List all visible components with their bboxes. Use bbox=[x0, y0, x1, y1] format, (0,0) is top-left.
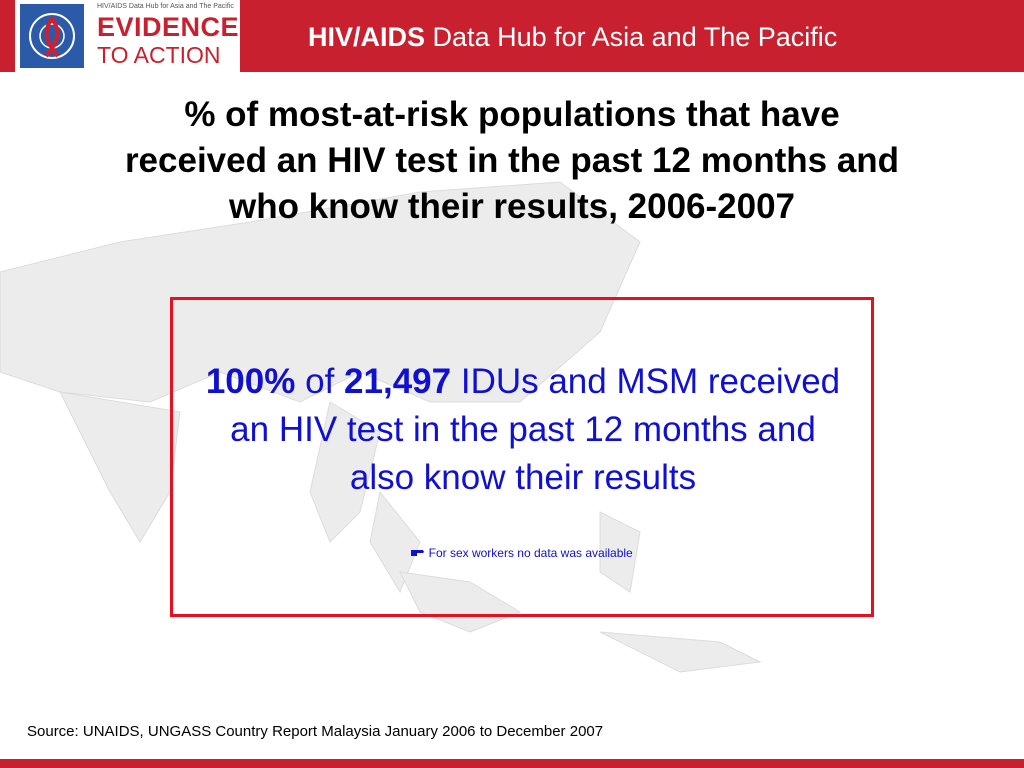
logo-text: TO ACTION bbox=[97, 42, 221, 68]
of: of bbox=[305, 362, 335, 401]
note: For sex workers no data was available bbox=[173, 546, 871, 560]
statement: 100% of 21,497 IDUs and MSM received an … bbox=[203, 358, 843, 502]
slide-title: % of most-at-risk populations that have … bbox=[0, 92, 1024, 230]
title-line: received an HIV test in the past 12 mont… bbox=[124, 141, 900, 180]
logo-text: EVIDENCE bbox=[97, 12, 240, 42]
header-title: HIV/AIDS Data Hub for Asia and The Pacif… bbox=[308, 22, 837, 53]
note-text: For sex workers no data was available bbox=[428, 546, 633, 560]
title-line: % of most-at-risk populations that have bbox=[184, 95, 840, 134]
title-line: who know their results, 2006-2007 bbox=[228, 187, 796, 226]
source: Source: UNAIDS, UNGASS Country Report Ma… bbox=[27, 723, 604, 740]
hand-icon bbox=[411, 550, 425, 556]
background-map bbox=[0, 181, 762, 673]
un-emblem bbox=[20, 4, 84, 68]
count: 21,497 bbox=[344, 362, 452, 401]
statement-text: IDUs and MSM received an HIV test in the… bbox=[230, 362, 841, 497]
header-bar: HIV/AIDS Data Hub for Asia and The Pacif… bbox=[0, 0, 1024, 72]
logo: HIV/AIDS Data Hub for Asia and The Pacif… bbox=[15, 0, 240, 72]
percent: 100% bbox=[205, 362, 296, 401]
footer-bar bbox=[0, 759, 1024, 768]
highlight-box: 100% of 21,497 IDUs and MSM received an … bbox=[170, 297, 874, 617]
logo-small-text: HIV/AIDS Data Hub for Asia and The Pacif… bbox=[97, 3, 234, 10]
header-title-bold: HIV/AIDS bbox=[308, 22, 426, 52]
header-title-rest: Data Hub for Asia and The Pacific bbox=[432, 22, 838, 52]
